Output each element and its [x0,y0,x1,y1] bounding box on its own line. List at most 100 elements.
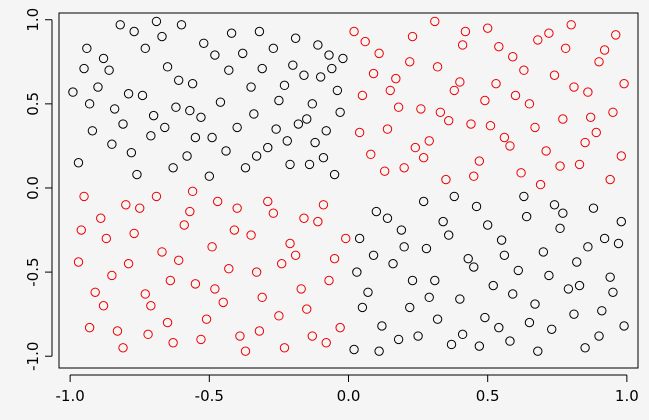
data-point-red [455,77,465,87]
data-point-red [240,346,251,356]
x-tick-label: 0.0 [337,387,361,405]
data-point-red [349,26,359,37]
data-point-red [151,191,162,202]
data-point-red [516,168,526,178]
data-point-red [299,213,309,223]
data-point-red [360,36,370,47]
data-point-red [179,220,189,230]
data-point-black [115,20,125,30]
data-point-red [268,208,279,218]
data-point-red [519,65,529,75]
data-point-red [608,107,618,117]
data-point-black [288,60,298,70]
data-point-red [224,264,234,274]
points-layer [68,16,629,356]
data-point-black [572,257,582,267]
data-point-red [98,301,109,311]
data-point-black [613,238,624,249]
data-point-red [494,41,504,52]
data-point-red [290,250,301,260]
data-point-black [151,16,162,27]
data-point-black [449,191,459,202]
data-point-black [137,90,148,101]
data-point-black [68,87,78,97]
data-point-black [271,124,281,134]
data-point-black [224,65,234,75]
data-point-red [510,90,521,101]
data-point-black [185,105,195,116]
data-point-black [174,75,184,86]
data-point-red [321,338,331,348]
data-point-red [366,149,376,160]
data-point-red [174,255,184,266]
data-point-red [505,141,515,151]
data-point-red [235,331,245,341]
data-point-black [126,147,137,158]
data-point-black [363,287,373,297]
data-point-black [569,309,579,319]
data-point-black [190,132,201,143]
data-point-red [190,279,201,289]
data-point-black [407,275,418,286]
data-point-black [597,306,607,316]
data-point-black [140,43,150,54]
data-point-red [416,104,426,114]
data-point-black [221,146,231,156]
data-point-red [357,90,368,101]
data-point-black [79,63,89,74]
data-point-black [424,292,434,303]
data-point-black [338,53,348,64]
data-point-black [538,247,549,257]
data-point-black [580,343,590,353]
plot-area [58,12,639,369]
data-point-black [182,151,192,161]
data-point-red [544,28,554,38]
data-point-red [530,122,540,133]
data-point-black [176,20,187,30]
data-point-red [196,334,206,345]
data-point-black [377,321,387,331]
data-point-black [332,85,343,96]
data-point-black [530,299,540,309]
data-point-black [104,65,114,75]
data-point-black [129,26,139,37]
data-point-black [204,171,215,181]
data-point-red [140,289,150,299]
data-point-black [533,346,543,356]
data-point-red [480,95,490,106]
data-point-black [583,242,593,252]
data-point-black [547,324,557,334]
y-tick-label: 1.0 [24,8,42,32]
data-point-red [424,136,434,146]
data-point-red [485,121,496,131]
data-point-black [519,191,529,202]
data-point-red [263,196,273,207]
data-point-black [374,346,384,356]
data-point-black [558,208,568,218]
data-point-red [619,78,629,89]
data-point-red [129,228,139,239]
data-point-black [455,294,465,304]
data-point-black [87,126,98,136]
data-point-black [98,53,109,64]
data-point-black [393,334,404,345]
data-point-black [605,272,615,282]
data-point-black [368,250,379,260]
data-point-black [313,40,323,50]
data-point-red [482,23,493,33]
data-point-black [327,63,337,74]
x-tick-label: 0.5 [476,387,500,405]
data-point-red [96,213,106,223]
data-point-black [310,137,320,148]
data-point-black [84,99,95,109]
data-point-red [524,99,535,109]
data-point-red [474,156,485,166]
data-point-red [276,258,287,269]
data-point-red [491,78,501,89]
data-point-red [444,115,454,126]
data-point-black [488,280,498,291]
data-point-black [352,267,362,277]
data-point-red [285,238,295,249]
data-point-black [293,119,304,129]
